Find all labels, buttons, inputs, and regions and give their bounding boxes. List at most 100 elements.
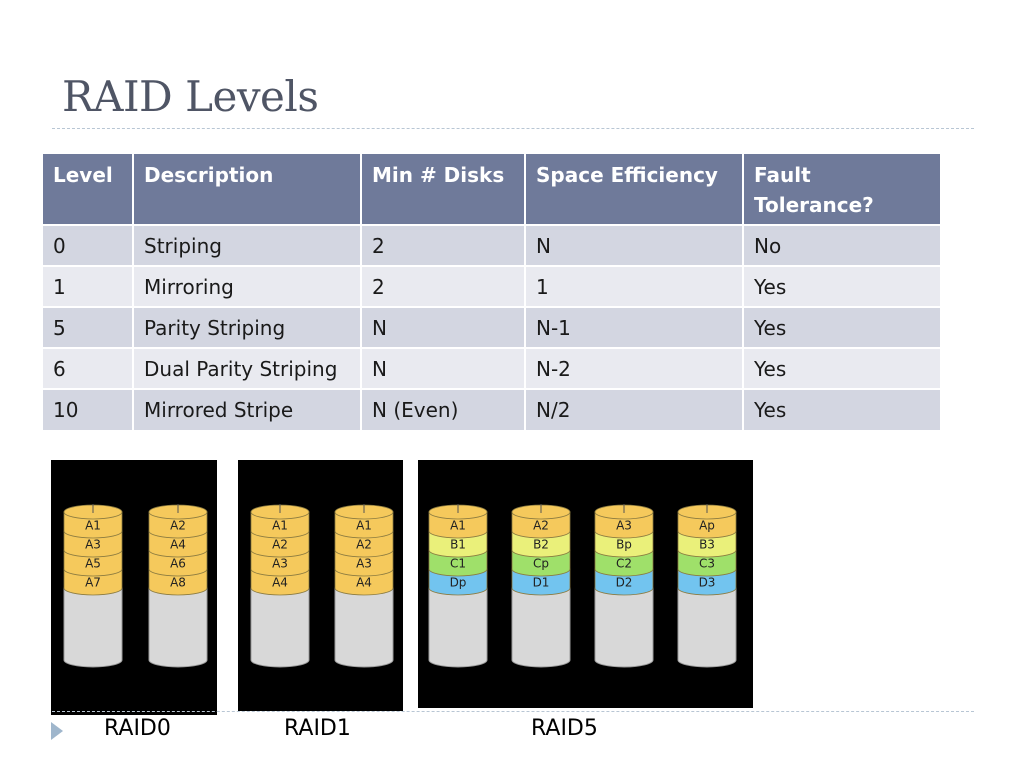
disk-block — [63, 549, 123, 577]
disk-body — [594, 587, 654, 668]
disk-body — [63, 587, 123, 668]
raid-levels-table: Level Description Min # Disks Space Effi… — [43, 154, 940, 430]
disk-block-label: Ap — [699, 519, 715, 533]
raid0-disk-array: A7 A5 A3 A1 A8 A6 A4 A2 — [63, 504, 208, 668]
disk-block-label: B2 — [533, 538, 549, 552]
disk-block-label: A2 — [170, 519, 186, 533]
disk-body — [148, 587, 208, 668]
disk-block-label: C2 — [616, 557, 632, 571]
table-row: 6 Dual Parity Striping N N-2 Yes — [43, 347, 940, 389]
disk-block — [148, 511, 208, 539]
header-min-disks: Min # Disks — [361, 154, 526, 225]
disk-block-label: C1 — [450, 557, 466, 571]
disk-block — [63, 568, 123, 596]
disk-body — [428, 587, 488, 668]
disk-block-label: A3 — [356, 557, 372, 571]
cell-space-efficiency: N-2 — [525, 347, 744, 389]
cell-space-efficiency: N-1 — [525, 306, 744, 348]
raid5-disk-array: Dp C1 B1 A1 D1 Cp B2 A2 D2 C2 Bp A3 D3 C3 B3 Ap — [428, 504, 737, 668]
disk-block-label: A2 — [533, 519, 549, 533]
header-fault-tolerance: Fault Tolerance? — [743, 154, 940, 225]
disk-block — [334, 568, 394, 596]
header-level: Level — [43, 154, 134, 225]
disk: A7 A5 A3 A1 — [63, 504, 123, 668]
cell-fault-tolerance: Yes — [743, 347, 940, 389]
disk-block-label: B3 — [699, 538, 715, 552]
slide-title: RAID Levels — [62, 72, 319, 121]
disk-block — [334, 549, 394, 577]
cell-min-disks: 2 — [361, 224, 526, 266]
disk-body — [334, 587, 394, 668]
disk-block-label: A2 — [356, 538, 372, 552]
cell-space-efficiency: N/2 — [525, 388, 744, 430]
disk-block-label: D3 — [699, 576, 716, 590]
cell-min-disks: N (Even) — [361, 388, 526, 430]
disk-block-label: A1 — [85, 519, 101, 533]
disk-block — [63, 511, 123, 539]
disk-block — [511, 568, 571, 596]
disk-block — [250, 549, 310, 577]
disk-block — [63, 530, 123, 558]
disk-block — [148, 530, 208, 558]
disk-block — [594, 530, 654, 558]
disk-block-label: A6 — [170, 557, 186, 571]
disk-block-label: D2 — [616, 576, 633, 590]
disk-block-label: C3 — [699, 557, 715, 571]
disk-block — [334, 530, 394, 558]
cell-space-efficiency: N — [525, 224, 744, 266]
title-divider — [52, 128, 974, 129]
disk-block — [428, 549, 488, 577]
cell-level: 1 — [43, 265, 134, 307]
disk-block — [594, 549, 654, 577]
disk-block — [594, 568, 654, 596]
disk-block-label: Bp — [616, 538, 632, 552]
disk: A4 A3 A2 A1 — [250, 504, 310, 668]
disk-block-label: B1 — [450, 538, 466, 552]
raid5-caption: RAID5 — [531, 716, 598, 741]
disk: D2 C2 Bp A3 — [594, 504, 654, 668]
disk-block-label: Cp — [533, 557, 549, 571]
disk-block-label: A2 — [272, 538, 288, 552]
disk-block — [511, 530, 571, 558]
table-row: 0 Striping 2 N No — [43, 224, 940, 266]
disk-block-label: A3 — [272, 557, 288, 571]
disk-block — [511, 549, 571, 577]
footer-divider — [52, 711, 974, 712]
raid1-disk-array: A4 A3 A2 A1 A4 A3 A2 A1 — [250, 504, 394, 668]
bullet-arrow-icon — [51, 722, 63, 740]
disk-block — [428, 530, 488, 558]
disk-block — [511, 511, 571, 539]
disk-block — [334, 511, 394, 539]
raid0-caption: RAID0 — [104, 716, 171, 741]
cell-description: Mirroring — [133, 265, 362, 307]
raid0-diagram: A7 A5 A3 A1 A8 A6 A4 A2 — [51, 460, 217, 715]
disk-block-label: Dp — [450, 576, 467, 590]
cell-level: 0 — [43, 224, 134, 266]
disk-body — [250, 587, 310, 668]
disk-block-label: A4 — [170, 538, 186, 552]
disk-block-label: A8 — [170, 576, 186, 590]
table-row: 5 Parity Striping N N-1 Yes — [43, 306, 940, 348]
cell-fault-tolerance: Yes — [743, 388, 940, 430]
table-header-row: Level Description Min # Disks Space Effi… — [43, 154, 940, 225]
disk-block-label: A5 — [85, 557, 101, 571]
disk-block-label: A1 — [356, 519, 372, 533]
cell-min-disks: N — [361, 347, 526, 389]
disk: A4 A3 A2 A1 — [334, 504, 394, 668]
cell-level: 5 — [43, 306, 134, 348]
raid1-caption: RAID1 — [284, 716, 351, 741]
disk-body — [511, 587, 571, 668]
disk-block-label: A4 — [356, 576, 372, 590]
disk-block — [428, 511, 488, 539]
cell-fault-tolerance: Yes — [743, 306, 940, 348]
disk-block-label: A3 — [85, 538, 101, 552]
disk-block — [250, 568, 310, 596]
disk: D1 Cp B2 A2 — [511, 504, 571, 668]
disk-block — [677, 530, 737, 558]
cell-min-disks: N — [361, 306, 526, 348]
disk: D3 C3 B3 Ap — [677, 504, 737, 668]
cell-level: 6 — [43, 347, 134, 389]
cell-space-efficiency: 1 — [525, 265, 744, 307]
cell-min-disks: 2 — [361, 265, 526, 307]
cell-fault-tolerance: No — [743, 224, 940, 266]
